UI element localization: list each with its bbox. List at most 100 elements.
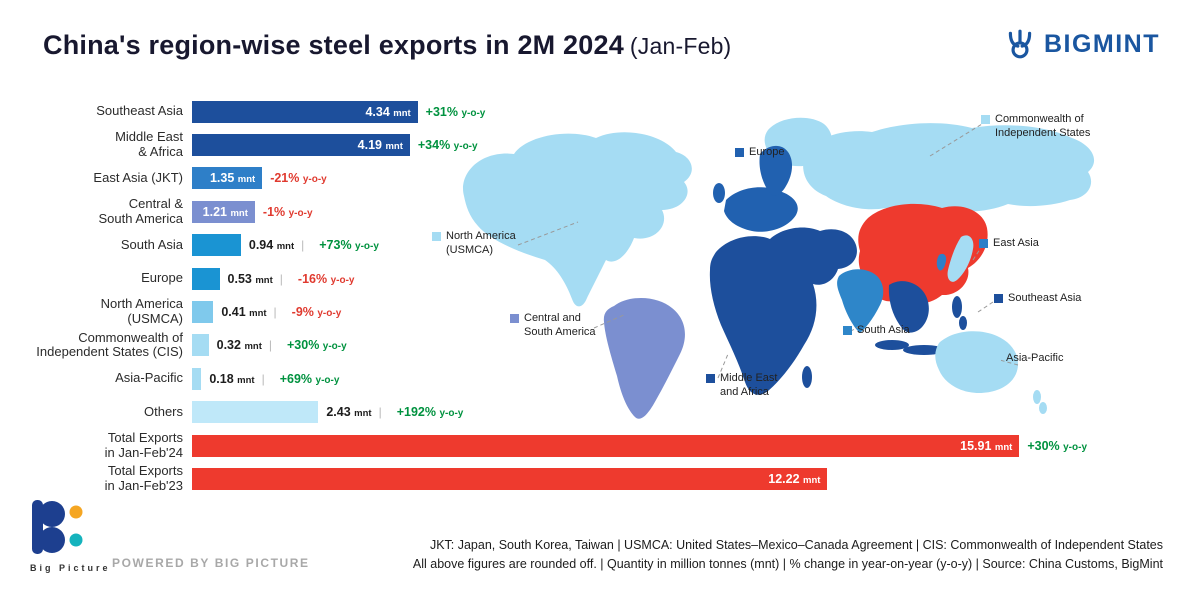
map-region-new-zealand-1 — [1033, 390, 1041, 404]
row-label: Total Exports in Jan-Feb'24 — [104, 429, 183, 460]
big-picture-wordmark: Big Picture — [30, 563, 111, 573]
bar-value: 0.53 mnt — [227, 271, 273, 286]
map-region-south-america — [603, 297, 685, 419]
world-map: North America (USMCA) Central and South Am… — [430, 100, 1190, 430]
row-label: Central & South America — [98, 196, 183, 226]
row-label: Middle East & Africa — [115, 129, 183, 160]
map-region-new-zealand-2 — [1039, 402, 1047, 414]
chart-row-central-south-america: Central & South America 1.21 mnt -1% y-o-y — [25, 195, 1185, 228]
page-title: China's region-wise steel exports in 2M … — [43, 30, 731, 61]
chart-row-north-america-usmca: North America (USMCA) 0.41 mnt | -9% y-o-y — [25, 295, 1185, 328]
bar-europe — [192, 267, 220, 290]
map-region-europe — [724, 187, 798, 232]
yoy-value: +69% y-o-y — [279, 371, 340, 386]
map-region-uk — [713, 183, 725, 203]
map-region-japan — [947, 235, 974, 282]
bar-value: 12.22 mnt — [768, 471, 821, 486]
yoy-suffix: y-o-y — [288, 207, 313, 219]
map-region-india — [837, 269, 884, 333]
map-region-cis — [803, 123, 1095, 214]
bar-unit: mnt — [237, 174, 256, 186]
map-label-southeast-asia: Southeast Asia — [994, 292, 1081, 306]
legend-chip-middle-east-africa — [706, 374, 715, 383]
row-label: North America (USMCA) — [100, 296, 183, 327]
chart-row-europe: Europe 0.53 mnt | -16% y-o-y — [25, 262, 1185, 295]
row-label: East Asia (JKT) — [93, 170, 183, 186]
footnote-line-2: All above figures are rounded off. | Qua… — [412, 556, 1163, 571]
yoy-suffix: y-o-y — [355, 241, 379, 253]
chart-row-middle-east-africa: Middle East & Africa 4.19 mnt +34% y-o-y — [25, 128, 1185, 161]
bar-unit: mnt — [255, 274, 273, 286]
chart-row-southeast-asia: Southeast Asia 4.34 mnt +31% y-o-y — [25, 95, 1185, 128]
bar-unit: mnt — [393, 107, 411, 119]
bar-unit: mnt — [354, 408, 372, 420]
row-label: Southeast Asia — [96, 103, 183, 119]
big-picture-logo — [28, 498, 98, 561]
map-connector-lines — [517, 123, 1019, 379]
bar-unit: mnt — [994, 441, 1013, 453]
separator: | — [378, 405, 382, 420]
bar-unit: mnt — [249, 308, 267, 320]
yoy-value: -16% y-o-y — [297, 271, 355, 286]
bar-unit: mnt — [803, 474, 821, 486]
bigmint-wordmark: BIGMINT — [1043, 29, 1160, 58]
row-label: Europe — [141, 270, 183, 286]
map-region-philippines-south — [959, 316, 967, 330]
separator: | — [273, 305, 277, 320]
chart-row-total-exports-in-jan-feb-24: Total Exports in Jan-Feb'24 15.91 mnt +30% … — [25, 429, 1185, 462]
chart-row-east-asia-jkt: East Asia (JKT) 1.35 mnt -21% y-o-y — [25, 162, 1185, 195]
bar-value: 0.41 mnt — [221, 305, 267, 320]
bigmint-logo: BIGMINT — [1004, 28, 1160, 60]
chart-row-total-exports-in-jan-feb-23: Total Exports in Jan-Feb'23 12.22 mnt — [25, 462, 1185, 495]
bar-others — [192, 401, 319, 424]
page-title-suffix: (Jan-Feb) — [629, 33, 732, 59]
bar-unit: mnt — [237, 374, 255, 386]
powered-by-text: POWERED BY BIG PICTURE — [112, 556, 310, 570]
bar-rows: Southeast Asia 4.34 mnt +31% y-o-y Middle E… — [25, 95, 1185, 496]
map-label-north-america: North America (USMCA) — [432, 230, 516, 258]
bar-value: 4.19 mnt — [357, 138, 403, 153]
bigmint-mark-icon — [1008, 29, 1032, 59]
yoy-suffix: y-o-y — [317, 308, 342, 320]
legend-chip-north-america — [432, 232, 441, 241]
yoy-suffix: y-o-y — [439, 408, 464, 420]
bar-value: 2.43 mnt — [326, 405, 372, 420]
bar-north-america-usmca — [192, 301, 214, 324]
map-label-asia-pacific: Asia-Pacific — [992, 352, 1063, 366]
map-region-indonesia-1 — [875, 340, 909, 350]
map-region-korea — [936, 253, 947, 271]
yoy-value: +30% y-o-y — [286, 338, 347, 353]
map-label-central-south-america: Central and South America — [510, 312, 596, 340]
bar-unit: mnt — [276, 241, 295, 253]
bar-value: 0.18 mnt — [209, 371, 255, 386]
legend-chip-east-asia — [979, 239, 988, 248]
bar-total-exports-in-jan-feb-23: 12.22 mnt — [192, 467, 828, 490]
legend-chip-central-south-america — [510, 314, 519, 323]
map-label-middle-east-africa: Middle East and Africa — [706, 372, 777, 400]
yoy-value: +192% y-o-y — [396, 405, 464, 420]
yoy-suffix: y-o-y — [322, 341, 347, 353]
bar-southeast-asia: 4.34 mnt — [192, 100, 418, 123]
bar-unit: mnt — [230, 207, 248, 219]
map-label-east-asia: East Asia — [979, 237, 1039, 251]
footnote-line-1: JKT: Japan, South Korea, Taiwan | USMCA:… — [429, 538, 1163, 552]
map-region-philippines — [952, 296, 962, 318]
map-region-australia — [935, 331, 1019, 393]
bar-value: 15.91 mnt — [960, 438, 1013, 453]
yoy-value: +30% y-o-y — [1027, 438, 1088, 453]
map-region-madagascar — [802, 366, 812, 388]
separator: | — [268, 338, 272, 353]
yoy-suffix: y-o-y — [453, 141, 478, 153]
chart-row-others: Others 2.43 mnt | +192% y-o-y — [25, 396, 1185, 429]
bar-asia-pacific — [192, 367, 202, 390]
legend-chip-cis — [981, 115, 990, 124]
bar-middle-east-africa: 4.19 mnt — [192, 134, 410, 157]
yoy-suffix: y-o-y — [302, 174, 327, 186]
row-label: Asia-Pacific — [115, 370, 183, 386]
bar-value: 1.35 mnt — [209, 171, 256, 186]
separator: | — [301, 238, 305, 253]
row-label: Commonwealth of Independent States (CIS) — [36, 329, 183, 360]
chart-row-asia-pacific: Asia-Pacific 0.18 mnt | +69% y-o-y — [25, 362, 1185, 395]
bar-east-asia-jkt: 1.35 mnt — [192, 167, 263, 190]
map-region-africa-middle-east — [709, 227, 857, 395]
